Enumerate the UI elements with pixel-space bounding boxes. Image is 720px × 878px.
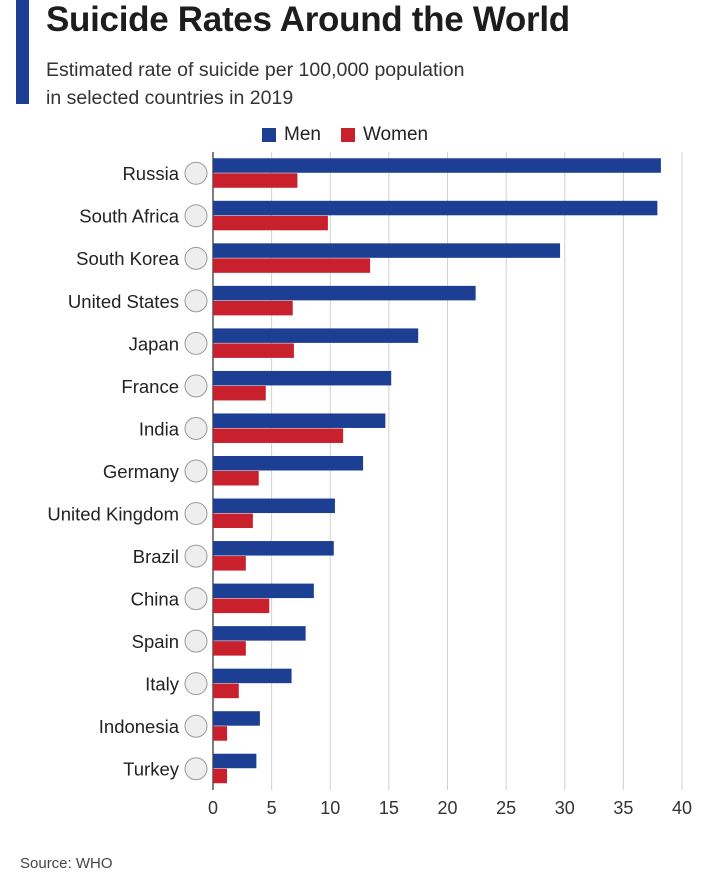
category-label: Italy (145, 674, 180, 695)
legend-swatch-women (340, 128, 355, 142)
chart-legend: Men Women (262, 124, 448, 146)
x-tick-label: 25 (496, 798, 516, 818)
bar-men (213, 626, 306, 641)
flag-icon-spain (184, 629, 208, 653)
bar-women (213, 641, 246, 656)
bar-men (213, 541, 334, 556)
bar-women (213, 258, 371, 273)
x-tick-label: 35 (613, 798, 633, 818)
title-accent-bar (16, 0, 29, 104)
flag-icon-united-states (184, 289, 208, 313)
flag-icon-italy (184, 672, 208, 696)
x-tick-label: 20 (437, 798, 457, 818)
bar-women (213, 343, 294, 358)
bar-women (213, 683, 239, 699)
chart-subtitle: Estimated rate of suicide per 100,000 po… (46, 56, 464, 112)
flag-icon-south-africa (184, 204, 208, 228)
category-label: Brazil (133, 546, 179, 567)
flag-icon-united-kingdom (184, 502, 208, 526)
category-label: France (121, 376, 179, 397)
bar-men (213, 328, 419, 343)
flag-icon-south-korea (184, 246, 208, 270)
bar-men (213, 498, 335, 514)
bar-women (213, 215, 328, 231)
bar-women (213, 556, 246, 571)
bar-men (213, 583, 314, 599)
category-label: Japan (129, 333, 179, 354)
flag-icon-france (184, 374, 208, 398)
legend-label-women: Women (362, 124, 429, 145)
category-label: Russia (122, 163, 179, 184)
legend-label-men: Men (284, 124, 321, 145)
bar-women (213, 385, 266, 401)
bar-men (213, 668, 292, 684)
flag-icon-turkey (184, 757, 208, 781)
category-label: South Africa (79, 206, 179, 227)
category-label: Turkey (123, 759, 180, 780)
flag-icon-brazil (184, 544, 208, 568)
bar-women (213, 300, 293, 316)
x-tick-label: 0 (208, 798, 218, 818)
x-tick-label: 5 (267, 798, 277, 818)
source-note: Source: WHO (20, 855, 113, 872)
flag-icon-china (184, 587, 208, 611)
category-label: Spain (132, 631, 179, 652)
x-tick-label: 30 (555, 798, 575, 818)
bar-women (213, 726, 228, 741)
subtitle-line-2: in selected countries in 2019 (46, 87, 294, 109)
legend-swatch-men (262, 128, 276, 142)
legend-item-women: Women (340, 124, 429, 146)
x-tick-label: 10 (320, 798, 340, 818)
category-label: India (139, 418, 180, 439)
bar-men (213, 753, 257, 769)
bar-men (213, 243, 561, 258)
bar-women (213, 428, 344, 443)
category-label: China (131, 588, 180, 609)
bar-women (213, 173, 298, 188)
bar-women (213, 598, 270, 614)
flag-icon-russia (184, 161, 208, 185)
category-label: United Kingdom (47, 503, 179, 524)
bar-men (213, 158, 661, 173)
bar-men (213, 370, 392, 386)
bar-men (213, 413, 386, 428)
category-label: Indonesia (99, 716, 180, 737)
bar-men (213, 711, 260, 726)
bar-men (213, 285, 476, 301)
bar-women (213, 513, 253, 529)
x-tick-label: 40 (672, 798, 692, 818)
x-tick-label: 15 (379, 798, 399, 818)
chart-title: Suicide Rates Around the World (46, 0, 570, 39)
flag-icon-germany (184, 459, 208, 483)
flag-icon-indonesia (184, 714, 208, 738)
bar-women (213, 471, 259, 486)
bar-men (213, 456, 364, 471)
bar-men (213, 200, 658, 216)
category-label: South Korea (76, 248, 180, 269)
subtitle-line-1: Estimated rate of suicide per 100,000 po… (46, 59, 465, 81)
category-label: United States (68, 291, 179, 312)
bar-women (213, 768, 228, 784)
flag-icon-japan (184, 331, 208, 355)
flag-icon-india (184, 416, 208, 440)
category-label: Germany (103, 461, 180, 482)
legend-item-men: Men (262, 124, 321, 146)
